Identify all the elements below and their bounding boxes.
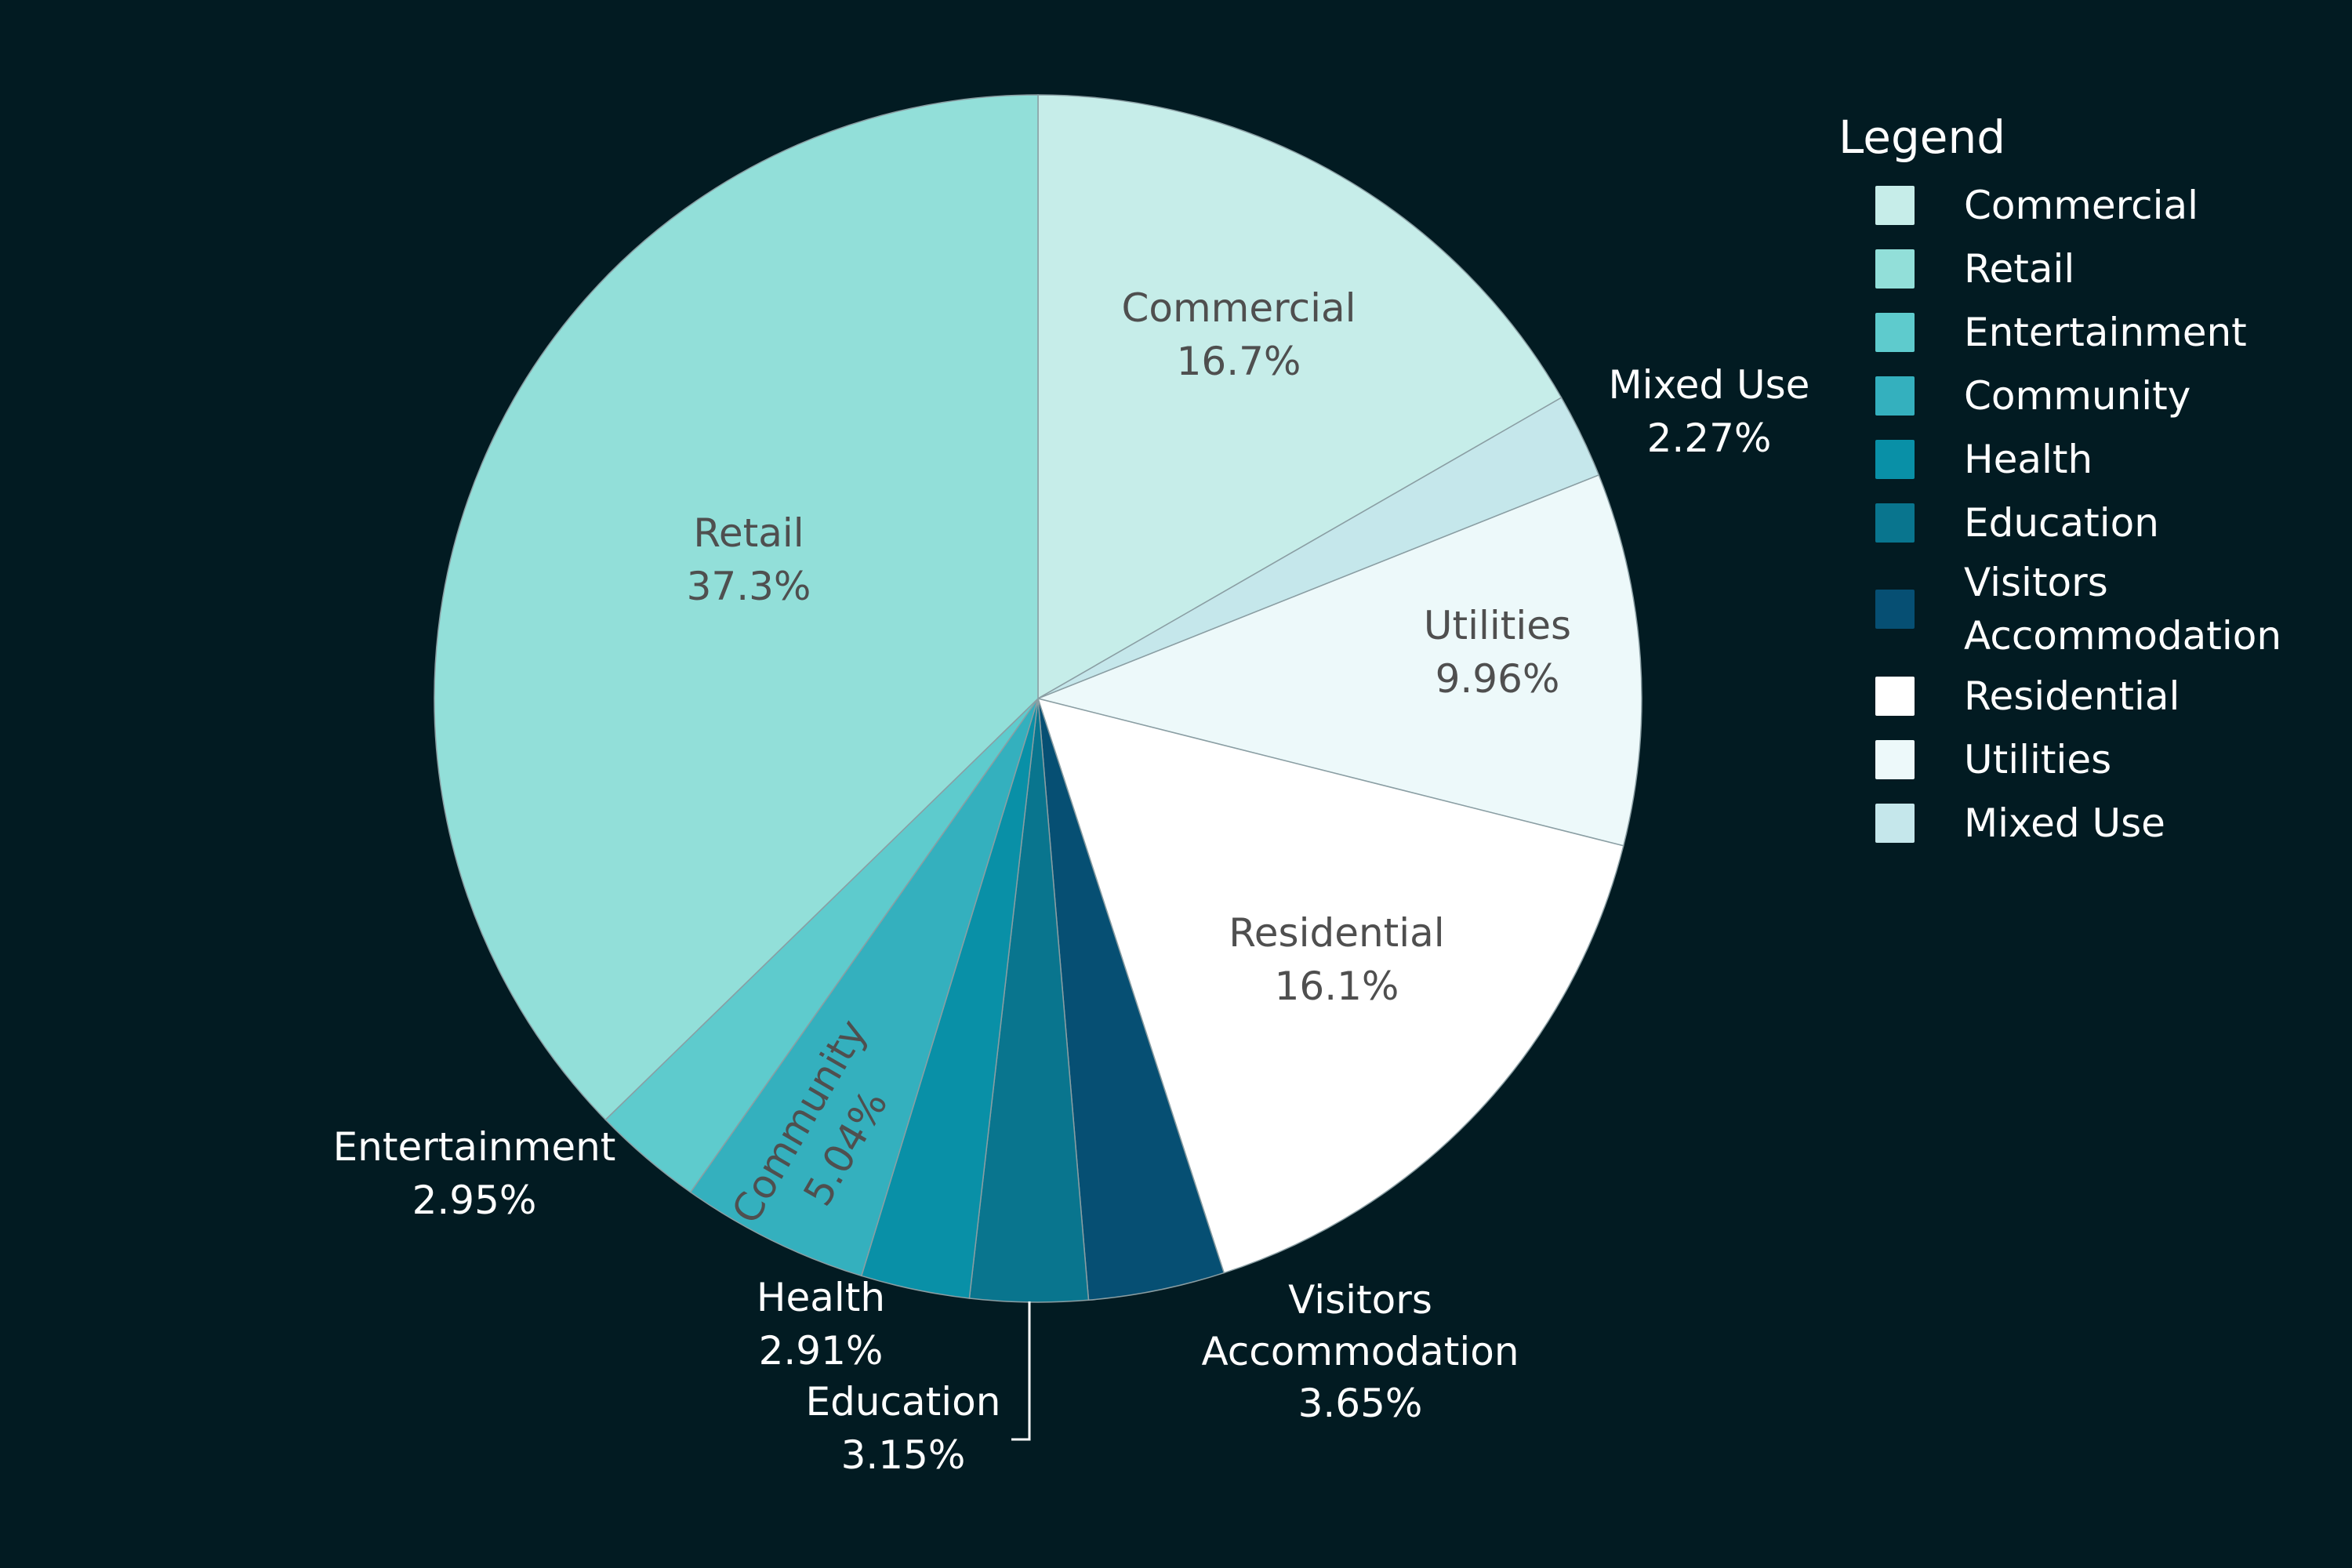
- legend-label-entertainment: Entertainment: [1964, 309, 2247, 355]
- legend-swatch-visitors-accommodation: [1875, 590, 1915, 629]
- slice-label-entertainment: Entertainment 2.95%: [333, 1124, 616, 1223]
- slice-label-health: Health 2.91%: [757, 1275, 885, 1374]
- legend-label-commercial: Commercial: [1964, 182, 2199, 228]
- pie-slices: [434, 94, 1642, 1303]
- leader-line-education: [1011, 1301, 1031, 1441]
- legend-label-visitors-accommodation: Visitors Accommodation: [1964, 560, 2282, 659]
- leader-lines: [1011, 1301, 1031, 1441]
- legend-items: Commercial Retail Entertainment Community He…: [1838, 173, 2340, 855]
- slice-label-utilities: Utilities 9.96%: [1424, 603, 1571, 702]
- slice-label-education: Education 3.15%: [806, 1379, 1001, 1478]
- legend-swatch-community: [1875, 376, 1915, 416]
- legend-swatch-utilities: [1875, 739, 1915, 779]
- legend-label-utilities: Utilities: [1964, 736, 2112, 782]
- legend-item-retail[interactable]: Retail: [1838, 237, 2340, 300]
- legend-swatch-entertainment: [1875, 312, 1915, 352]
- pie-slice-retail[interactable]: [434, 94, 1039, 1121]
- pie-slice-commercial[interactable]: [1037, 94, 1563, 700]
- legend-label-education: Education: [1964, 499, 2159, 546]
- legend-swatch-mixed-use: [1875, 803, 1915, 843]
- legend-swatch-education: [1875, 503, 1915, 543]
- legend-item-visitors-accommodation[interactable]: Visitors Accommodation: [1838, 554, 2340, 664]
- legend-label-residential: Residential: [1964, 673, 2180, 719]
- legend-item-community[interactable]: Community: [1838, 364, 2340, 427]
- legend-item-education[interactable]: Education: [1838, 491, 2340, 554]
- legend-item-utilities[interactable]: Utilities: [1838, 728, 2340, 791]
- legend-label-health: Health: [1964, 436, 2093, 482]
- legend-swatch-health: [1875, 439, 1915, 479]
- pie-slice-utilities[interactable]: [1036, 474, 1642, 847]
- legend-label-community: Community: [1964, 372, 2191, 419]
- legend-item-residential[interactable]: Residential: [1838, 664, 2340, 728]
- slice-label-residential: Residential 16.1%: [1229, 910, 1444, 1009]
- legend-label-mixed-use: Mixed Use: [1964, 800, 2165, 846]
- legend-label-retail: Retail: [1964, 245, 2075, 292]
- pie-slice-residential[interactable]: [1036, 697, 1624, 1274]
- legend-item-commercial[interactable]: Commercial: [1838, 173, 2340, 237]
- legend-swatch-commercial: [1875, 185, 1915, 225]
- legend: Legend Commercial Retail Entertainment Comm…: [1838, 106, 2340, 855]
- slice-label-mixed-use: Mixed Use 2.27%: [1609, 362, 1810, 461]
- legend-swatch-retail: [1875, 249, 1915, 289]
- slice-label-retail: Retail 37.3%: [687, 510, 811, 609]
- slice-label-commercial: Commercial 16.7%: [1121, 285, 1356, 384]
- legend-swatch-residential: [1875, 676, 1915, 716]
- pie-slice-community[interactable]: [689, 698, 1039, 1277]
- legend-item-health[interactable]: Health: [1838, 427, 2340, 491]
- legend-item-mixed-use[interactable]: Mixed Use: [1838, 791, 2340, 855]
- slice-label-visitors-accommodation: Visitors Accommodation 3.65%: [1201, 1277, 1519, 1426]
- legend-title: Legend: [1838, 111, 2006, 164]
- legend-item-entertainment[interactable]: Entertainment: [1838, 300, 2340, 364]
